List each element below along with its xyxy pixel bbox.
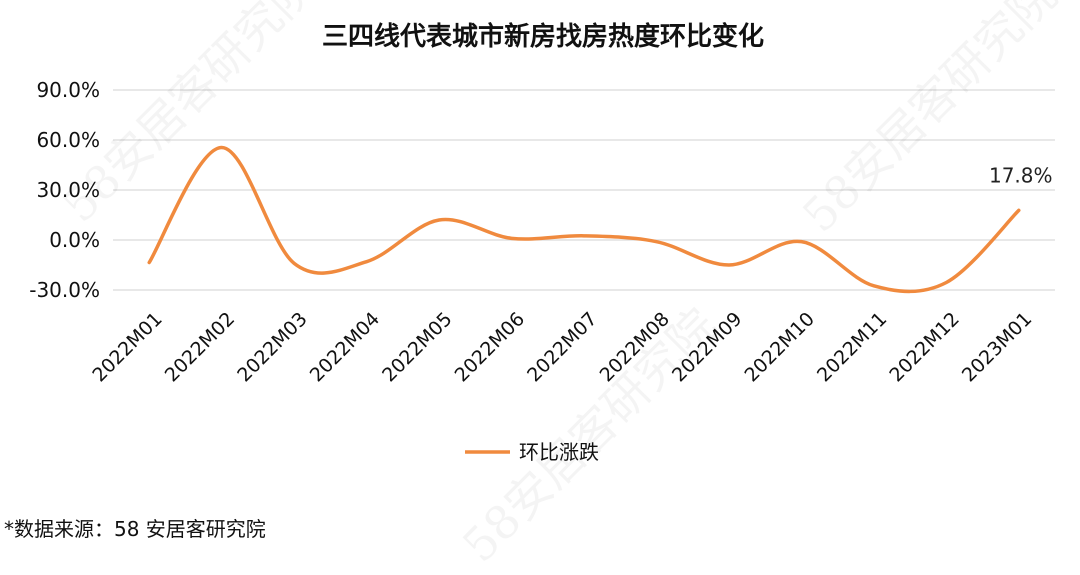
x-tick-label: 2022M06 [451, 308, 529, 386]
series-line-环比涨跌 [147, 145, 1021, 294]
x-tick-label: 2022M09 [668, 308, 746, 386]
gridlines [113, 89, 1055, 291]
y-tick-label: 30.0% [36, 178, 100, 202]
source-note: *数据来源：58 安居客研究院 [4, 517, 266, 541]
y-tick-label: 60.0% [36, 128, 100, 152]
x-tick-label: 2022M11 [813, 308, 891, 386]
legend-label: 环比涨跌 [519, 440, 599, 464]
x-tick-label: 2022M05 [378, 308, 456, 386]
y-axis-ticks: 90.0% 60.0% 30.0% 0.0% -30.0% [29, 78, 100, 302]
y-tick-label: -30.0% [29, 278, 100, 302]
x-tick-label: 2022M03 [233, 308, 311, 386]
x-tick-label: 2022M07 [523, 308, 601, 386]
y-tick-label: 90.0% [36, 78, 100, 102]
y-tick-label: 0.0% [49, 228, 100, 252]
x-tick-label: 2023M01 [958, 308, 1036, 386]
x-tick-label: 2022M10 [740, 308, 818, 386]
line-chart: 三四线代表城市新房找房热度环比变化 90.0% 60.0% 30.0% 0.0% -30… [29, 21, 1055, 464]
x-axis-ticks: 2022M012022M022022M032022M042022M052022M… [88, 308, 1036, 386]
data-label-2023M01: 17.8% [989, 163, 1053, 187]
chart-title: 三四线代表城市新房找房热度环比变化 [322, 21, 764, 52]
x-tick-label: 2022M12 [885, 308, 963, 386]
x-tick-label: 2022M08 [596, 308, 674, 386]
x-tick-label: 2022M01 [88, 308, 166, 386]
x-tick-label: 2022M04 [306, 308, 384, 386]
legend: 环比涨跌 [465, 440, 599, 464]
x-tick-label: 2022M02 [161, 308, 239, 386]
